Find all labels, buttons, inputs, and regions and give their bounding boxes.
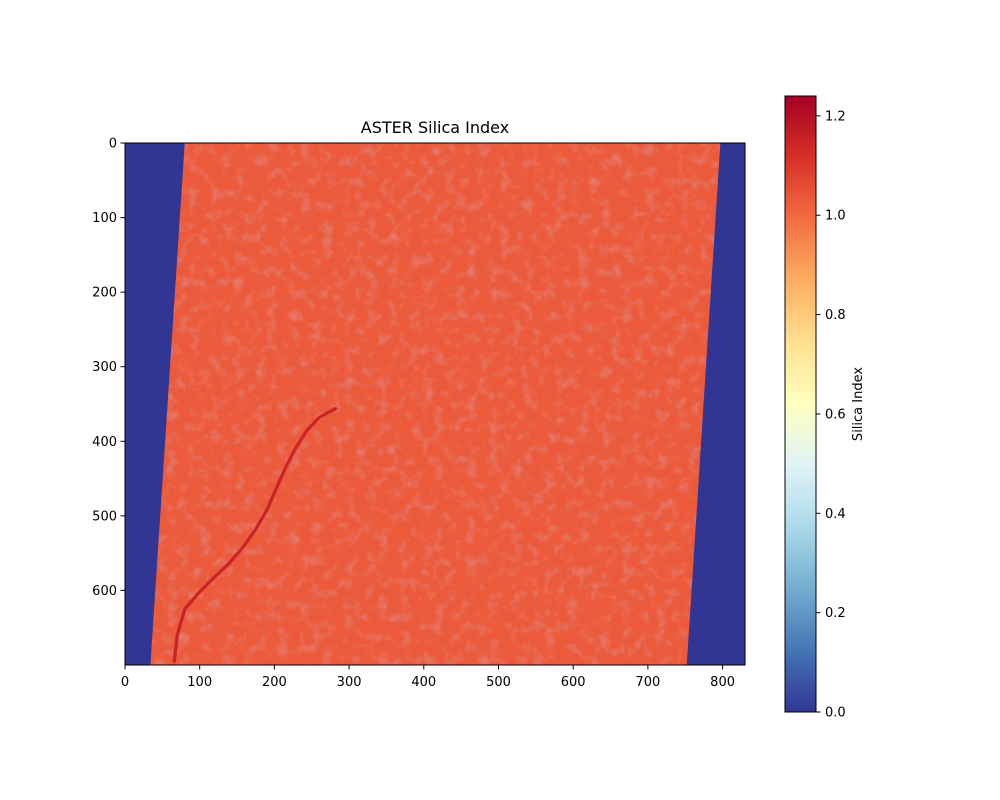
x-tick-label: 400 bbox=[411, 675, 436, 690]
colorbar-tick-label: 0.0 bbox=[825, 706, 846, 721]
high-silica-feature bbox=[172, 406, 338, 663]
x-tick-label: 700 bbox=[635, 675, 660, 690]
colorbar-tick-label: 0.4 bbox=[825, 507, 846, 522]
x-tick-label: 300 bbox=[337, 675, 362, 690]
plot-area bbox=[125, 143, 745, 665]
colorbar-ticks: 0.0 0.2 0.4 0.6 0.8 1.0 1.2 bbox=[816, 109, 846, 721]
x-tick-label: 200 bbox=[262, 675, 287, 690]
y-tick-label: 200 bbox=[92, 286, 117, 301]
x-tick-label: 100 bbox=[187, 675, 212, 690]
plot-frame bbox=[124, 142, 746, 666]
y-tick-label: 100 bbox=[92, 211, 117, 226]
x-axis: 0 100 200 300 400 500 600 700 800 bbox=[121, 665, 735, 690]
colorbar-tick-label: 0.2 bbox=[825, 606, 846, 621]
y-axis: 0 100 200 300 400 500 600 bbox=[92, 137, 125, 599]
x-tick-label: 0 bbox=[121, 675, 129, 690]
y-tick-label: 600 bbox=[92, 584, 117, 599]
y-tick-label: 500 bbox=[92, 509, 117, 524]
y-tick-label: 300 bbox=[92, 360, 117, 375]
y-tick-label: 0 bbox=[109, 137, 117, 152]
colorbar-tick-label: 0.6 bbox=[825, 407, 846, 422]
colorbar-tick-label: 1.0 bbox=[825, 209, 846, 224]
scene-texture bbox=[150, 143, 721, 665]
colorbar-gradient bbox=[784, 95, 817, 713]
y-tick-label: 400 bbox=[92, 435, 117, 450]
colorbar-tick-label: 0.8 bbox=[825, 308, 846, 323]
x-tick-label: 500 bbox=[486, 675, 511, 690]
x-tick-label: 600 bbox=[561, 675, 586, 690]
chart-title: ASTER Silica Index bbox=[361, 118, 509, 137]
x-tick-label: 800 bbox=[710, 675, 735, 690]
colorbar-label: Silica Index bbox=[851, 367, 866, 441]
colorbar: 0.0 0.2 0.4 0.6 0.8 1.0 1.2 Silica Index bbox=[784, 95, 866, 721]
colorbar-tick-label: 1.2 bbox=[825, 109, 846, 124]
